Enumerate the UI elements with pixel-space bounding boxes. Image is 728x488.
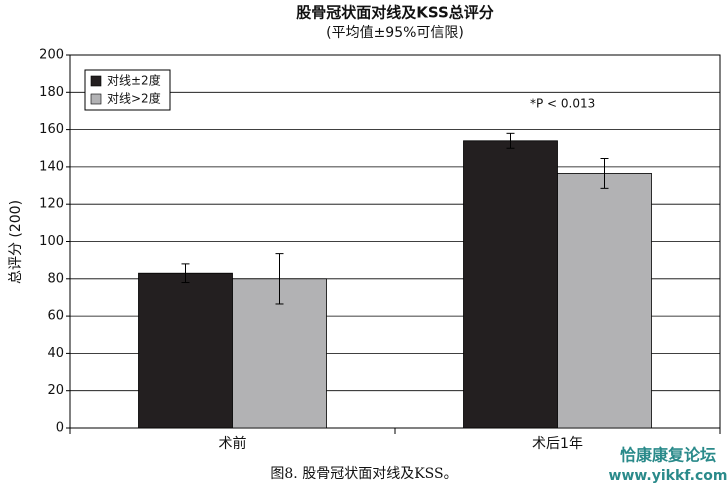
- y-tick-label: 200: [39, 48, 64, 63]
- bar: [557, 173, 652, 429]
- x-tick-label: 术前: [219, 435, 247, 452]
- y-tick-label: 180: [39, 85, 64, 100]
- x-tick-label: 术后1年: [532, 436, 583, 452]
- y-tick-label: 140: [39, 159, 64, 174]
- y-tick-label: 60: [47, 309, 64, 324]
- caption: 图8. 股骨冠状面对线及KSS。: [270, 466, 457, 482]
- bar: [463, 140, 558, 429]
- legend-label: 对线>2度: [107, 91, 161, 106]
- y-tick-label: 0: [56, 421, 64, 436]
- chart-title: 股骨冠状面对线及KSS总评分: [296, 4, 494, 22]
- chart-subtitle: (平均值±95%可信限): [326, 25, 464, 41]
- watermark: 恰康康复论坛: [620, 446, 716, 465]
- error-bar: [275, 253, 284, 305]
- legend-swatch: [90, 75, 102, 87]
- legend-label: 对线±2度: [107, 73, 161, 88]
- error-bar: [181, 263, 190, 284]
- y-tick-label: 100: [39, 234, 64, 249]
- legend-swatch: [90, 93, 102, 105]
- y-tick-label: 120: [39, 197, 64, 212]
- y-tick-label: 160: [39, 122, 64, 137]
- watermark: www.yikkf.com: [609, 468, 728, 484]
- y-tick-label: 40: [47, 346, 64, 361]
- annotation: *P < 0.013: [530, 97, 595, 111]
- bar: [138, 272, 233, 429]
- error-bar: [600, 158, 609, 189]
- y-tick-label: 20: [47, 383, 64, 398]
- error-bar: [506, 132, 515, 149]
- y-tick-label: 80: [47, 271, 64, 286]
- y-axis-label: 总评分 (200): [8, 200, 24, 284]
